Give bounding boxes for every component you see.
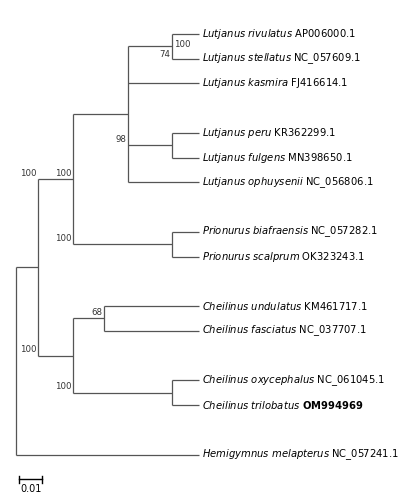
Text: $\it{Lutjanus\ kasmira}$ FJ416614.1: $\it{Lutjanus\ kasmira}$ FJ416614.1 — [201, 76, 348, 90]
Text: 100: 100 — [20, 346, 37, 354]
Text: 98: 98 — [115, 135, 127, 144]
Text: 100: 100 — [55, 382, 72, 392]
Text: $\it{Lutjanus\ fulgens}$ MN398650.1: $\it{Lutjanus\ fulgens}$ MN398650.1 — [201, 150, 352, 164]
Text: 68: 68 — [92, 308, 103, 317]
Text: 100: 100 — [55, 234, 72, 243]
Text: $\it{Prionurus\ biafraensis}$ NC_057282.1: $\it{Prionurus\ biafraensis}$ NC_057282.… — [201, 224, 378, 240]
Text: $\it{Prionurus\ scalprum}$ OK323243.1: $\it{Prionurus\ scalprum}$ OK323243.1 — [201, 250, 365, 264]
Text: 100: 100 — [55, 169, 72, 178]
Text: $\it{Cheilinus\ fasciatus}$ NC_037707.1: $\it{Cheilinus\ fasciatus}$ NC_037707.1 — [201, 324, 367, 338]
Text: 100: 100 — [20, 169, 37, 178]
Text: $\it{Cheilinus\ trilobatus}$ OM994969: $\it{Cheilinus\ trilobatus}$ OM994969 — [201, 399, 363, 411]
Text: $\it{Lutjanus\ ophuysenii}$ NC_056806.1: $\it{Lutjanus\ ophuysenii}$ NC_056806.1 — [201, 175, 373, 190]
Text: $\it{Hemigymnus\ melapterus}$ NC_057241.1: $\it{Hemigymnus\ melapterus}$ NC_057241.… — [201, 447, 398, 462]
Text: $\it{Cheilinus\ oxycephalus}$ NC_061045.1: $\it{Cheilinus\ oxycephalus}$ NC_061045.… — [201, 373, 384, 388]
Text: $\it{Lutjanus\ rivulatus}$ AP006000.1: $\it{Lutjanus\ rivulatus}$ AP006000.1 — [201, 27, 356, 41]
Text: 100: 100 — [174, 40, 190, 49]
Text: 0.01: 0.01 — [20, 484, 41, 494]
Text: $\it{Lutjanus\ peru}$ KR362299.1: $\it{Lutjanus\ peru}$ KR362299.1 — [201, 126, 336, 140]
Text: 74: 74 — [160, 50, 171, 59]
Text: $\it{Cheilinus\ undulatus}$ KM461717.1: $\it{Cheilinus\ undulatus}$ KM461717.1 — [201, 300, 367, 312]
Text: $\it{Lutjanus\ stellatus}$ NC_057609.1: $\it{Lutjanus\ stellatus}$ NC_057609.1 — [201, 51, 361, 66]
